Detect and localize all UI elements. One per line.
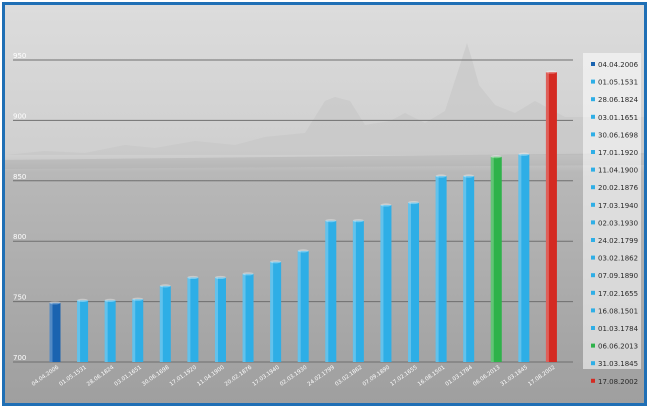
legend-label: 03.01.1651	[598, 114, 638, 122]
flood-level-bar-chart: 700 750 800 850 900 950 04.04.2006 01.05.1531 2…	[5, 5, 644, 403]
bar	[297, 249, 309, 362]
legend-entry: 02.03.1930	[591, 219, 638, 227]
legend-entry: 06.06.2013	[591, 343, 638, 351]
legend-swatch	[591, 378, 595, 383]
legend-entry: 03.01.1651	[591, 114, 638, 122]
bar	[545, 70, 557, 362]
legend-label: 24.02.1799	[598, 237, 638, 245]
bar	[132, 297, 144, 362]
legend-label: 20.02.1876	[598, 184, 639, 192]
legend-entry: 20.02.1876	[591, 184, 639, 192]
legend-swatch	[591, 150, 595, 154]
y-tick-label: 750	[13, 294, 26, 302]
legend-swatch	[591, 290, 595, 295]
bar	[490, 155, 502, 362]
bar	[325, 219, 337, 362]
bar	[104, 298, 116, 362]
legend-entry: 03.02.1862	[591, 255, 638, 263]
bar	[380, 203, 392, 362]
bar	[187, 275, 199, 362]
legend-entry: 11.04.1900	[591, 167, 638, 175]
legend-swatch	[591, 185, 595, 190]
legend-swatch	[591, 238, 595, 242]
legend-entry: 17.02.1655	[591, 290, 638, 298]
legend-entry: 17.01.1920	[591, 149, 638, 157]
legend-entry: 01.05.1531	[591, 79, 638, 87]
bar	[352, 219, 364, 362]
bar	[49, 301, 61, 362]
bar	[408, 200, 420, 362]
legend-swatch	[591, 220, 595, 225]
legend-swatch	[591, 343, 595, 348]
legend-swatch	[591, 202, 595, 207]
legend-entry: 01.03.1784	[591, 325, 639, 333]
legend-swatch	[591, 132, 595, 137]
legend-label: 07.09.1890	[598, 272, 638, 280]
legend: 04.04.2006 01.05.1531 28.06.1824 03.01.1651…	[583, 53, 641, 386]
legend-entry: 31.03.1845	[591, 360, 638, 368]
y-tick-label: 850	[13, 173, 26, 181]
legend-label: 16.08.1501	[598, 307, 638, 315]
legend-background	[583, 53, 641, 369]
legend-swatch	[591, 308, 595, 313]
legend-entry: 28.06.1824	[591, 96, 639, 104]
legend-label: 01.05.1531	[598, 79, 638, 87]
y-tick-label: 900	[13, 112, 26, 120]
legend-label: 17.03.1940	[598, 202, 638, 210]
bar	[242, 272, 254, 362]
bar	[270, 260, 282, 362]
legend-label: 31.03.1845	[598, 360, 638, 368]
legend-entry: 16.08.1501	[591, 307, 638, 315]
y-tick-label: 700	[13, 354, 26, 362]
legend-label: 03.02.1862	[598, 255, 638, 263]
y-tick-label: 800	[13, 233, 26, 241]
legend-label: 30.06.1698	[598, 131, 638, 139]
legend-swatch	[591, 273, 595, 278]
legend-swatch	[591, 326, 595, 330]
y-axis-ticks: 700 750 800 850 900 950	[13, 52, 26, 362]
legend-label: 04.04.2006	[598, 61, 639, 69]
legend-entry: 17.03.1940	[591, 202, 638, 210]
bars	[49, 70, 557, 362]
legend-swatch	[591, 361, 595, 366]
bar	[214, 275, 226, 362]
legend-entry: 17.08.2002	[591, 378, 638, 386]
y-tick-label: 950	[13, 52, 26, 60]
legend-swatch	[591, 167, 595, 172]
legend-label: 11.04.1900	[598, 167, 638, 175]
legend-label: 17.08.2002	[598, 378, 638, 386]
bar	[435, 174, 447, 362]
bar	[463, 174, 475, 362]
legend-label: 28.06.1824	[598, 96, 639, 104]
legend-label: 06.06.2013	[598, 343, 638, 351]
legend-label: 02.03.1930	[598, 219, 638, 227]
legend-entry: 30.06.1698	[591, 131, 638, 139]
legend-entry: 07.09.1890	[591, 272, 638, 280]
legend-swatch	[591, 97, 595, 102]
legend-swatch	[591, 62, 595, 66]
bar	[159, 284, 171, 362]
bar	[77, 298, 89, 362]
gridlines	[13, 59, 573, 363]
legend-swatch	[591, 79, 595, 84]
legend-swatch	[591, 114, 595, 119]
legend-label: 01.03.1784	[598, 325, 639, 333]
legend-label: 17.02.1655	[598, 290, 638, 298]
legend-swatch	[591, 255, 595, 260]
bar	[518, 152, 530, 362]
legend-entry: 04.04.2006	[591, 61, 639, 69]
legend-entry: 24.02.1799	[591, 237, 638, 245]
legend-label: 17.01.1920	[598, 149, 638, 157]
